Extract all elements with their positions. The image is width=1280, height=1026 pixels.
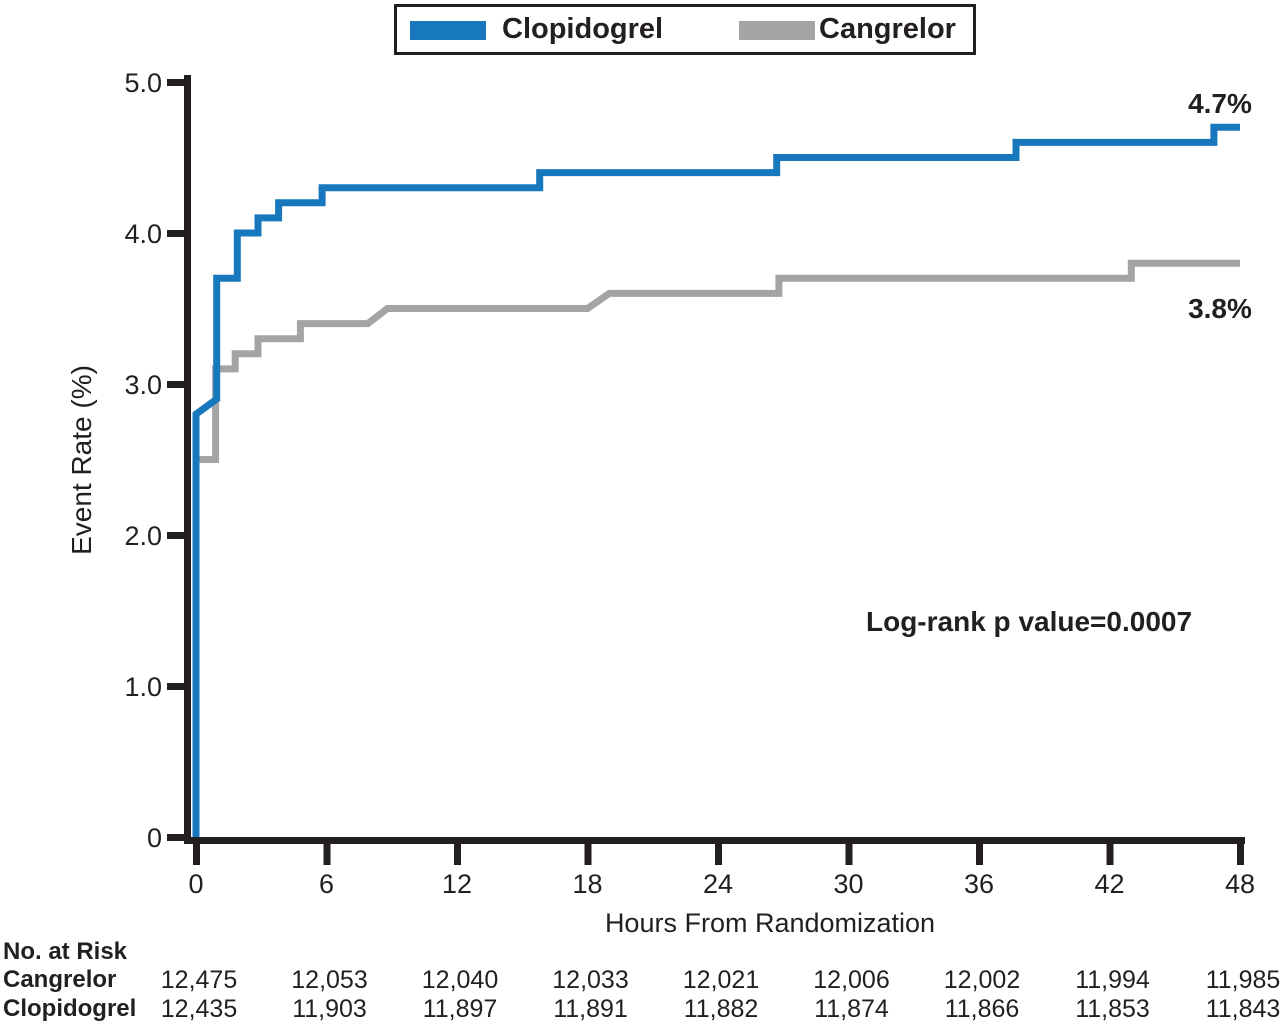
legend-swatch-clopidogrel xyxy=(410,21,486,40)
risk-value: 12,040 xyxy=(421,966,499,994)
risk-value: 11,903 xyxy=(292,995,367,1023)
y-tick xyxy=(167,381,191,388)
risk-value: 12,002 xyxy=(943,966,1021,994)
risk-value: 12,006 xyxy=(813,966,890,994)
x-tick-label: 24 xyxy=(703,869,733,899)
x-tick-label: 12 xyxy=(442,869,472,899)
risk-value: 11,882 xyxy=(683,995,759,1023)
y-tick xyxy=(167,683,191,690)
risk-row-label: Cangrelor xyxy=(3,966,117,993)
x-tick-label: 48 xyxy=(1225,869,1255,899)
x-tick xyxy=(715,840,722,865)
risk-value: 11,874 xyxy=(814,995,889,1023)
risk-value: 11,891 xyxy=(553,995,628,1023)
risk-value: 11,853 xyxy=(1075,995,1150,1023)
x-tick xyxy=(454,840,461,865)
log-rank-annotation: Log-rank p value=0.0007 xyxy=(866,606,1193,637)
risk-value: 12,435 xyxy=(160,995,238,1023)
risk-value: 11,994 xyxy=(1075,966,1150,994)
x-tick xyxy=(1106,840,1114,865)
legend-swatch-cangrelor xyxy=(739,21,815,40)
x-tick-label: 18 xyxy=(572,869,602,899)
risk-value: 12,021 xyxy=(682,966,760,994)
y-tick-label: 1.0 xyxy=(124,672,162,702)
x-tick xyxy=(584,840,592,865)
risk-row-label: Clopidogrel xyxy=(3,995,137,1022)
curve-clopidogrel xyxy=(192,123,1240,837)
risk-value: 12,475 xyxy=(160,966,238,994)
x-tick-label: 42 xyxy=(1094,869,1124,899)
y-tick xyxy=(167,532,191,539)
y-tick xyxy=(167,79,191,86)
clopidogrel-end-label: 4.7% xyxy=(1188,88,1252,119)
x-axis-title: Hours From Randomization xyxy=(604,908,936,938)
y-tick-label: 2.0 xyxy=(124,521,162,551)
x-tick-label: 0 xyxy=(188,869,203,899)
x-tick-label: 6 xyxy=(319,869,334,899)
x-tick-label: 36 xyxy=(964,869,994,899)
risk-value: 12,053 xyxy=(291,966,368,994)
x-tick xyxy=(323,840,331,865)
x-tick xyxy=(193,840,200,865)
x-tick xyxy=(1237,840,1244,865)
risk-value: 11,866 xyxy=(944,995,1020,1023)
legend-box: Clopidogrel Cangrelor xyxy=(394,4,976,55)
risk-value: 11,897 xyxy=(422,995,498,1023)
y-tick-label: 3.0 xyxy=(124,370,162,400)
x-tick xyxy=(845,840,853,865)
x-axis-spine xyxy=(184,837,1245,844)
risk-value: 12,033 xyxy=(552,966,629,994)
risk-row-clopidogrel: Clopidogrel 12,435 11,903 11,897 11,891 11,8… xyxy=(0,995,1280,1023)
risk-row-cangrelor: Cangrelor 12,475 12,053 12,040 12,033 12,021… xyxy=(0,966,1280,994)
y-axis-title: Event Rate (%) xyxy=(66,365,97,555)
y-tick xyxy=(167,834,191,841)
y-tick-label: 4.0 xyxy=(124,219,162,249)
risk-table-title: No. at Risk xyxy=(3,938,128,965)
legend-label-cangrelor: Cangrelor xyxy=(819,13,956,45)
risk-value: 11,985 xyxy=(1205,966,1280,994)
x-tick xyxy=(976,840,983,865)
y-tick-label: 5.0 xyxy=(124,68,162,98)
cangrelor-end-label: 3.8% xyxy=(1188,293,1252,324)
y-axis-spine xyxy=(184,75,191,844)
risk-value: 11,843 xyxy=(1205,995,1280,1023)
legend-label-clopidogrel: Clopidogrel xyxy=(502,13,664,45)
x-tick-label: 30 xyxy=(833,869,863,899)
y-tick-label: 0 xyxy=(147,823,162,853)
curve-cangrelor xyxy=(192,259,1240,837)
y-tick xyxy=(167,230,191,237)
